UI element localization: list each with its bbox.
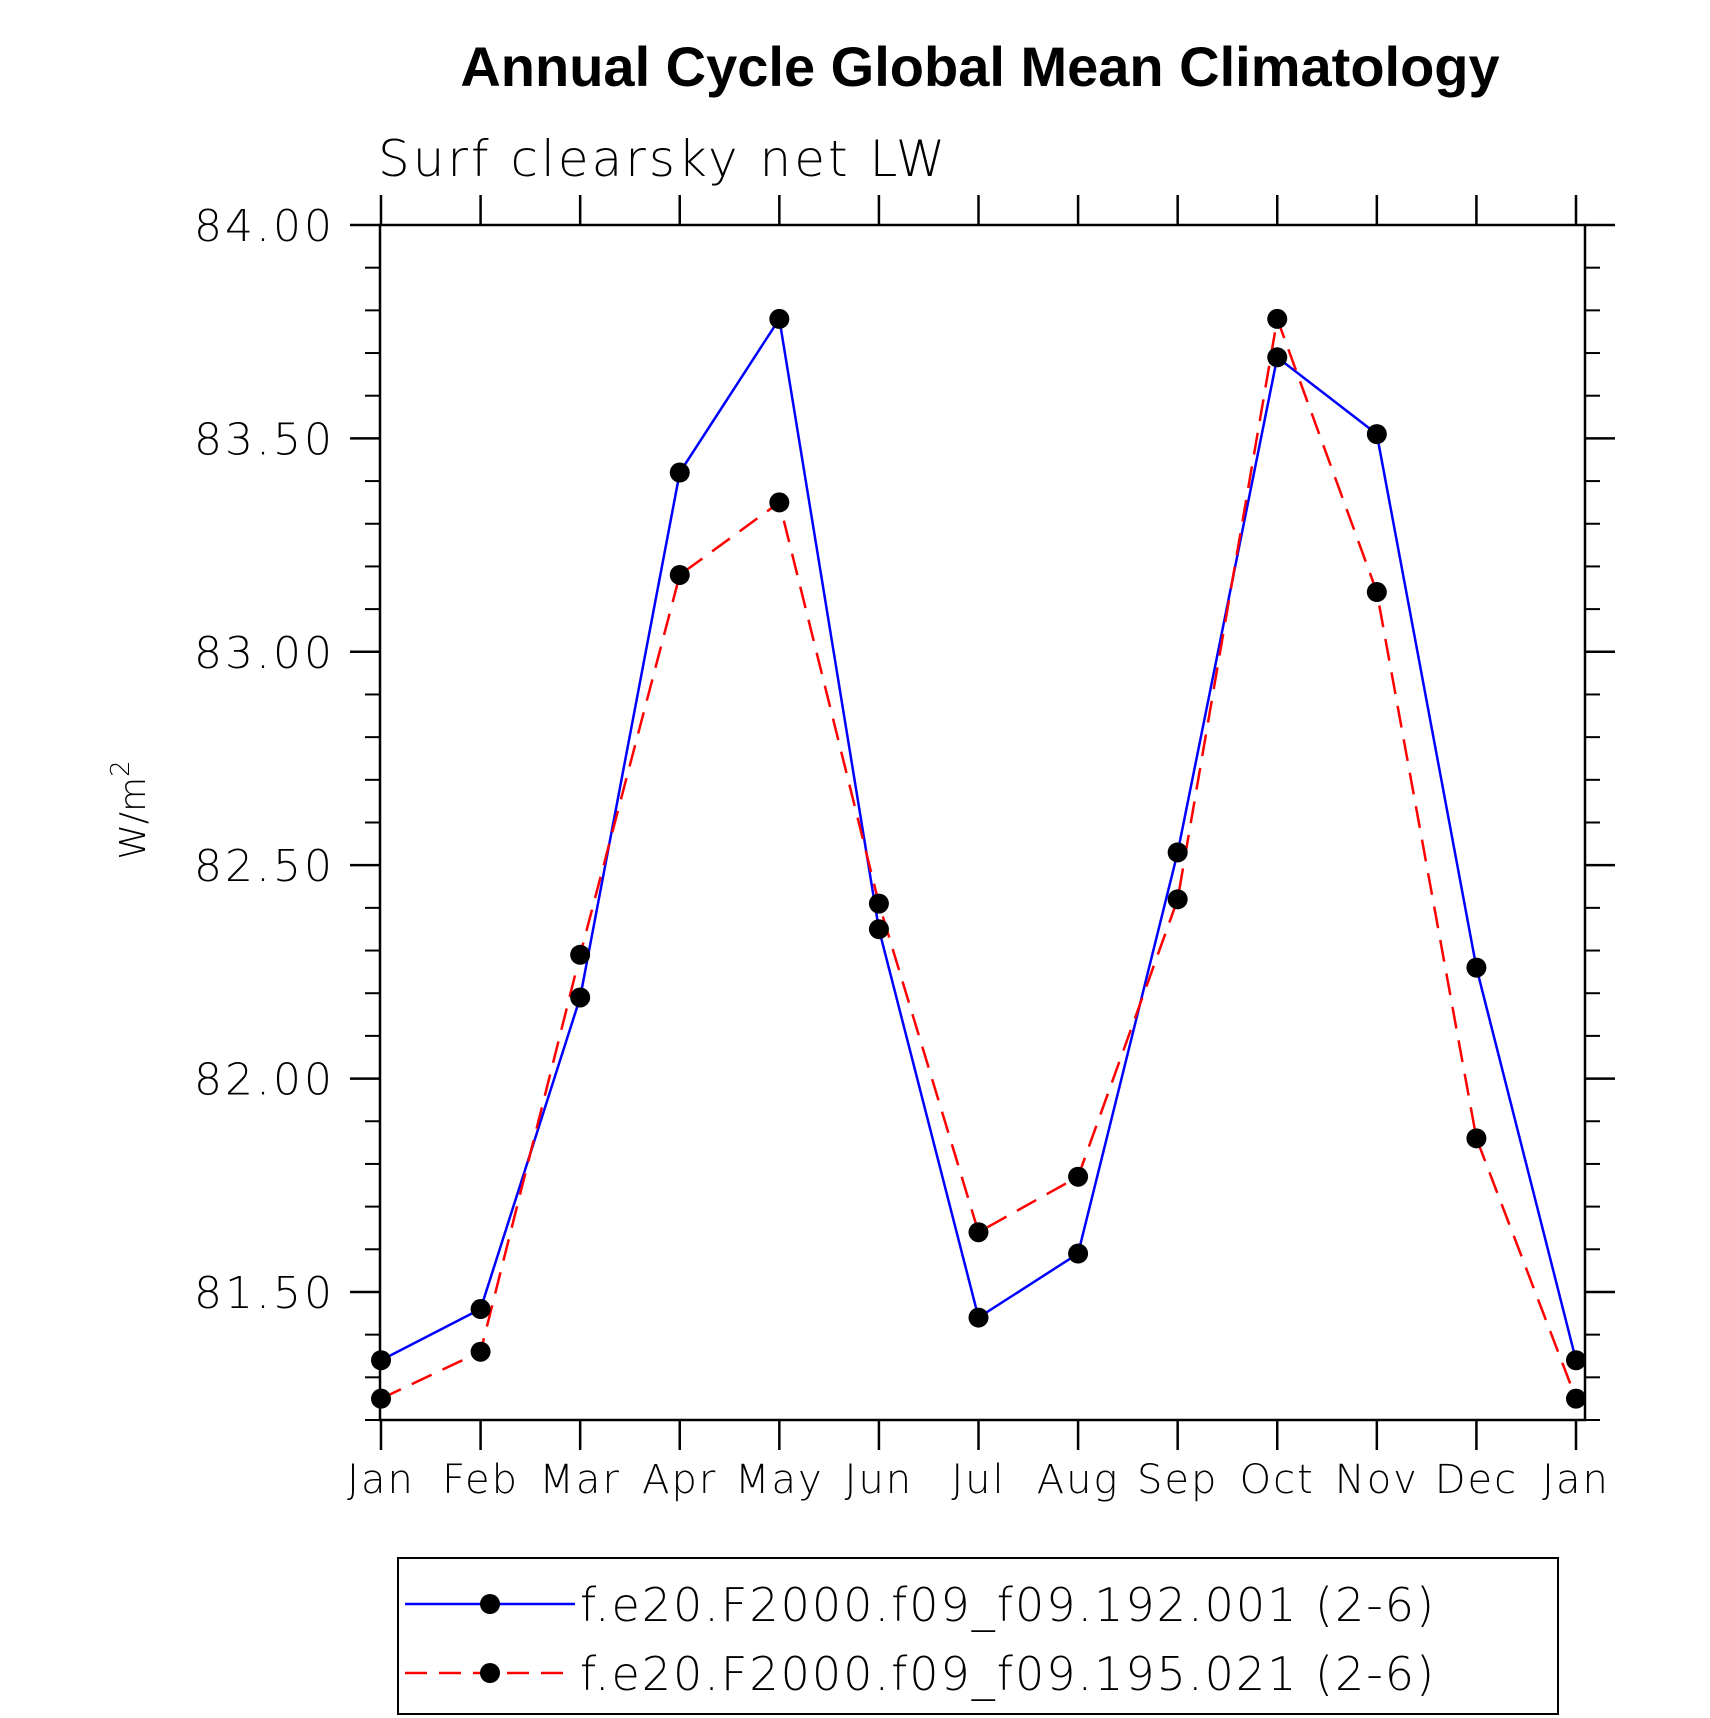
y-tick-label: 82.00 — [194, 1055, 335, 1106]
series-2-point — [669, 564, 690, 585]
series-2-point — [470, 1341, 491, 1362]
series-2-point — [1068, 1166, 1089, 1187]
series-1-point — [1366, 424, 1387, 445]
y-tick-label: 84.00 — [194, 201, 335, 252]
x-tick-label: Jan — [347, 1457, 415, 1503]
x-tick-label: May — [735, 1457, 824, 1503]
series-1-point — [769, 308, 790, 329]
series-1-point — [570, 987, 591, 1008]
y-tick-label: 83.50 — [194, 414, 335, 465]
x-tick-label: Jan — [1542, 1457, 1610, 1503]
series-2-point — [1566, 1388, 1586, 1409]
series-1-point — [1167, 842, 1188, 863]
series-1-point — [1466, 957, 1487, 978]
series-2-point — [1366, 582, 1387, 603]
series-1-point — [1267, 347, 1288, 368]
legend-label-1: f.e20.F2000.f09_f09.192.001 (2-6) — [580, 1578, 1436, 1632]
legend-box — [397, 1557, 1559, 1715]
x-tick-label: Feb — [442, 1457, 519, 1503]
series-2-point — [868, 893, 889, 914]
series-line-1 — [380, 315, 1578, 1362]
series-2-point — [769, 492, 790, 513]
series-2-point — [570, 944, 591, 965]
series-2-point — [371, 1388, 391, 1409]
x-tick-label: Jul — [951, 1457, 1005, 1503]
series-2-point — [1267, 308, 1288, 329]
x-tick-label: Mar — [539, 1457, 620, 1503]
x-tick-label: Jun — [845, 1457, 914, 1503]
series-1-point — [968, 1307, 989, 1328]
legend: f.e20.F2000.f09_f09.192.001 (2-6) f.e20.F… — [397, 1557, 1559, 1715]
y-axis-label-superscript: 2 — [106, 760, 136, 777]
y-axis-label-text: W/m — [113, 777, 154, 860]
x-tick-label: Aug — [1037, 1457, 1120, 1503]
x-tick-label: Dec — [1435, 1457, 1518, 1503]
x-tick-label: Oct — [1240, 1457, 1315, 1503]
legend-label-2: f.e20.F2000.f09_f09.195.021 (2-6) — [580, 1647, 1436, 1701]
marker-layer — [371, 308, 1586, 1409]
y-tick-label: 83.00 — [194, 628, 335, 679]
y-axis-label: W/m2 — [106, 760, 154, 859]
series-2-point — [968, 1222, 989, 1243]
x-tick-label: Sep — [1137, 1457, 1218, 1503]
series-1-point — [371, 1350, 391, 1371]
x-tick-label: Apr — [642, 1457, 717, 1503]
series-2-point — [1466, 1128, 1487, 1149]
x-tick-label: Nov — [1335, 1457, 1419, 1503]
series-1-point — [1566, 1350, 1586, 1371]
series-1-point — [1068, 1243, 1089, 1264]
axes: Jan Feb Mar Apr May Jun Jul Aug Sep Oct Nov Dec Jan 8… — [106, 195, 1615, 1503]
chart-title: Annual Cycle Global Mean Climatology — [460, 35, 1499, 98]
legend-marker-1 — [480, 1594, 500, 1614]
y-tick-label: 81.50 — [194, 1268, 335, 1319]
series-1-point — [470, 1299, 491, 1320]
series-1-point — [669, 462, 690, 483]
chart-subtitle: Surf clearsky net LW — [378, 130, 948, 188]
y-tick-label: 82.50 — [194, 841, 335, 892]
series-2-point — [1167, 889, 1188, 910]
series-1-point — [868, 919, 889, 940]
legend-marker-2 — [480, 1663, 500, 1683]
